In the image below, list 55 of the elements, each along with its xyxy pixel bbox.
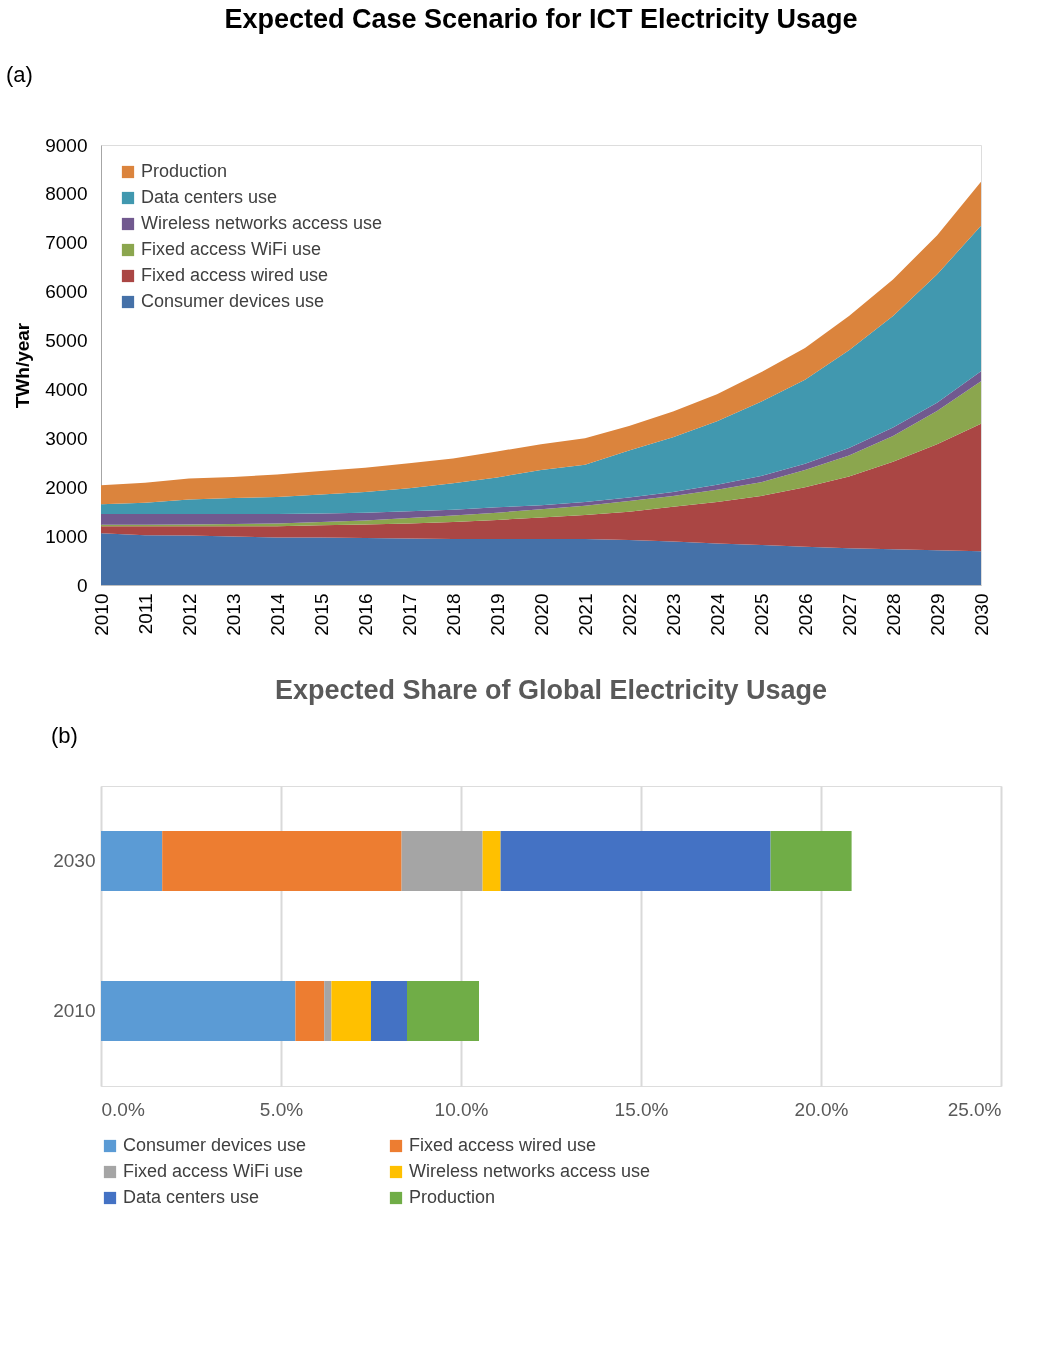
x-tick-label: 2018 — [442, 593, 464, 636]
x-tick-label: 2030 — [970, 593, 992, 636]
legend-label: Wireless networks access use — [409, 1161, 651, 1181]
y-tick-label: 8000 — [45, 183, 88, 205]
legend-label: Fixed access wired use — [409, 1135, 597, 1155]
y-tick-label: 7000 — [45, 232, 88, 254]
y-tick-label: 6000 — [45, 281, 88, 303]
legend-label: Data centers use — [123, 1187, 260, 1207]
x-tick-label: 0.0% — [101, 1098, 145, 1120]
x-tick-label: 2025 — [750, 593, 772, 636]
y-tick-label: 2030 — [53, 850, 96, 871]
legend-label: Fixed access wired use — [141, 265, 329, 285]
chart-title: Expected Case Scenario for ICT Electricity Usage — [224, 4, 858, 34]
x-tick-label: 2017 — [398, 593, 420, 636]
y-tick-label: 5000 — [45, 330, 88, 352]
x-tick-label: 2027 — [838, 593, 860, 636]
y-axis-title: TWh/year — [12, 322, 34, 409]
legend-label: Data centers use — [141, 187, 278, 207]
y-tick-label: 2000 — [45, 476, 88, 498]
x-tick-label: 2013 — [222, 593, 244, 636]
x-tick-label: 2014 — [266, 593, 288, 636]
y-tick-label: 1000 — [45, 525, 88, 547]
y-tick-label: 0 — [76, 574, 88, 596]
y-tick-label: 3000 — [45, 427, 88, 449]
chart-title: Expected Share of Global Electricity Usage — [274, 675, 828, 705]
legend-label: Fixed access WiFi use — [141, 239, 322, 259]
text: (a) — [6, 62, 33, 87]
x-tick-label: 15.0% — [614, 1098, 669, 1120]
x-tick-label: 2029 — [926, 593, 948, 636]
x-tick-label: 2012 — [178, 593, 200, 636]
x-tick-label: 2023 — [662, 593, 684, 636]
x-tick-label: 2028 — [882, 593, 904, 636]
legend-label: Production — [141, 161, 228, 181]
x-tick-label: 2011 — [134, 593, 156, 635]
x-tick-label: 10.0% — [434, 1098, 489, 1120]
x-tick-label: 2020 — [530, 593, 552, 636]
y-tick-label: 4000 — [45, 378, 88, 400]
y-tick-label: 9000 — [45, 134, 88, 156]
text: (b) — [51, 723, 78, 748]
legend-label: Fixed access WiFi use — [123, 1161, 304, 1181]
x-tick-label: 2016 — [354, 593, 376, 636]
x-tick-label: 2026 — [794, 593, 816, 636]
legend-label: Production — [409, 1187, 496, 1207]
x-tick-label: 2024 — [706, 593, 728, 636]
x-tick-label: 2015 — [310, 593, 332, 636]
legend-label: Consumer devices use — [123, 1135, 307, 1155]
legend-label: Consumer devices use — [141, 291, 325, 311]
x-tick-label: 2022 — [618, 593, 640, 636]
x-tick-label: 25.0% — [947, 1098, 1002, 1120]
x-tick-label: 2019 — [486, 593, 508, 636]
x-tick-label: 20.0% — [794, 1098, 849, 1120]
x-tick-label: 5.0% — [259, 1098, 304, 1120]
legend-label: Wireless networks access use — [141, 213, 383, 233]
x-tick-label: 2021 — [574, 593, 596, 636]
y-tick-label: 2010 — [53, 1000, 96, 1021]
